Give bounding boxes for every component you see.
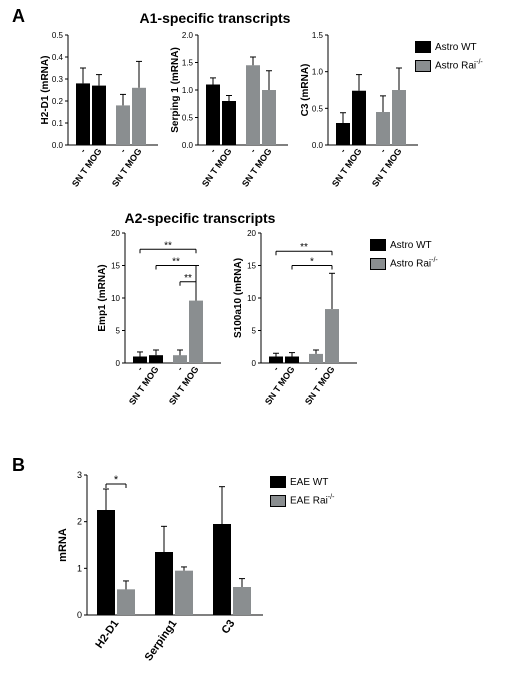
chart-emp1: 05101520******-SN T MOG-SN T MOGEmp1 (mR… [95,228,223,418]
svg-text:Emp1 (mRNA): Emp1 (mRNA) [97,264,108,331]
svg-text:**: ** [172,257,180,268]
svg-text:0.0: 0.0 [312,141,324,150]
svg-text:0.0: 0.0 [182,141,194,150]
svg-text:S100a10 (mRNA): S100a10 (mRNA) [233,258,244,338]
svg-text:20: 20 [247,229,256,238]
svg-text:-: - [175,364,185,372]
legend-a2-wt-label: Astro WT [390,240,432,251]
svg-text:-: - [338,146,348,154]
legend-b-wt-label: EAE WT [290,477,328,488]
svg-text:1.0: 1.0 [312,68,324,77]
legend-a-wt-label: Astro WT [435,42,477,53]
legend-b-rai-sup: -/- [328,494,335,501]
svg-text:0.0: 0.0 [52,141,64,150]
svg-text:*: * [310,257,314,268]
chart-s100a10: 05101520***-SN T MOG-SN T MOGS100a10 (mR… [231,228,359,418]
svg-text:1: 1 [77,563,82,573]
svg-text:3: 3 [77,470,82,480]
svg-text:5: 5 [252,327,257,336]
svg-text:1.0: 1.0 [182,86,194,95]
svg-text:0: 0 [77,610,82,620]
svg-text:-: - [248,146,258,154]
a1-title-text: A1-specific transcripts [0,10,430,26]
svg-text:5: 5 [116,327,121,336]
legend-b-wt: EAE WT [270,475,334,490]
chart-h2d1: 0.00.10.20.30.40.5-SN T MOG-SN T MOGH2-D… [38,30,160,200]
legend-a-rai: Astro Rai-/- [415,55,483,73]
svg-text:0.5: 0.5 [182,114,194,123]
svg-text:-: - [271,364,281,372]
svg-text:0.4: 0.4 [52,53,64,62]
svg-text:10: 10 [247,294,256,303]
svg-text:15: 15 [111,262,120,271]
legend-b-rai-label: EAE Rai [290,495,328,506]
svg-text:-: - [208,146,218,154]
svg-text:**: ** [184,273,192,284]
svg-text:0: 0 [116,359,121,368]
legend-a-wt: Astro WT [415,40,483,55]
legend-a2-wt: Astro WT [370,238,438,253]
svg-text:15: 15 [247,262,256,271]
svg-text:-: - [118,146,128,154]
svg-text:0.1: 0.1 [52,119,64,128]
chart-panel-b: 0 1 2 3 * H2-D1 Serping1 C3 mRNA [55,470,265,675]
a2-chart-row: 05101520******-SN T MOG-SN T MOGEmp1 (mR… [95,228,359,418]
svg-text:1.5: 1.5 [182,59,194,68]
svg-text:-: - [378,146,388,154]
legend-a2: Astro WT Astro Rai-/- [370,238,438,271]
svg-text:0.5: 0.5 [312,104,324,113]
a1-chart-row: 0.00.10.20.30.40.5-SN T MOG-SN T MOGH2-D… [38,30,420,200]
section-title-a1: A1-specific transcripts [0,10,430,26]
chart-serping1: 0.00.51.01.52.0-SN T MOG-SN T MOGSerping… [168,30,290,200]
legend-a-rai-sup: -/- [476,59,483,66]
legend-a2-rai-sup: -/- [431,257,438,264]
svg-text:**: ** [164,240,172,251]
svg-text:0.3: 0.3 [52,75,64,84]
svg-text:-: - [78,146,88,154]
svg-text:20: 20 [111,229,120,238]
svg-text:H2-D1: H2-D1 [93,618,121,651]
legend-a: Astro WT Astro Rai-/- [415,40,483,73]
a2-title-text: A2-specific transcripts [0,210,400,226]
svg-text:mRNA: mRNA [57,528,69,562]
svg-text:2: 2 [77,517,82,527]
legend-b: EAE WT EAE Rai-/- [270,475,334,508]
section-title-a2: A2-specific transcripts [0,210,400,226]
legend-b-rai: EAE Rai-/- [270,490,334,508]
svg-text:10: 10 [111,294,120,303]
svg-text:C3 (mRNA): C3 (mRNA) [300,64,311,117]
svg-text:0.5: 0.5 [52,31,64,40]
chart-c3: 0.00.51.01.5-SN T MOG-SN T MOGC3 (mRNA) [298,30,420,200]
svg-text:*: * [114,474,119,486]
svg-text:H2-D1 (mRNA): H2-D1 (mRNA) [40,56,51,125]
svg-text:**: ** [300,242,308,253]
legend-a-rai-label: Astro Rai [435,60,476,71]
legend-a2-rai-label: Astro Rai [390,258,431,269]
panel-letter-b: B [12,455,25,476]
svg-text:0.2: 0.2 [52,97,64,106]
svg-text:C3: C3 [220,618,238,636]
svg-text:0: 0 [252,359,257,368]
svg-text:2.0: 2.0 [182,31,194,40]
svg-text:-: - [135,364,145,372]
legend-a2-rai: Astro Rai-/- [370,253,438,271]
svg-text:Serping1: Serping1 [143,618,180,663]
svg-text:1.5: 1.5 [312,31,324,40]
svg-text:-: - [311,364,321,372]
svg-text:Serping 1 (mRNA): Serping 1 (mRNA) [170,47,181,133]
